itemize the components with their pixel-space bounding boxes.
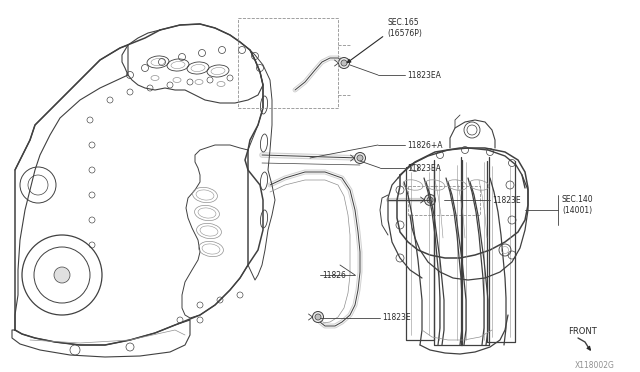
Text: SEC.165
(16576P): SEC.165 (16576P) [387,18,422,38]
Circle shape [54,267,70,283]
Text: 11823EA: 11823EA [407,164,441,173]
Circle shape [339,58,349,68]
Circle shape [427,197,433,203]
Text: 11826: 11826 [322,270,346,279]
Text: 11823E: 11823E [382,314,411,323]
Text: 11823EA: 11823EA [407,71,441,80]
Text: X118002G: X118002G [575,360,615,369]
Text: SEC.140
(14001): SEC.140 (14001) [562,195,594,215]
Circle shape [357,155,363,161]
Circle shape [341,60,347,66]
Circle shape [424,195,435,205]
Text: FRONT: FRONT [568,327,596,337]
Circle shape [312,311,323,323]
Circle shape [355,153,365,164]
Circle shape [315,314,321,320]
Text: 11826+A: 11826+A [407,141,442,150]
Text: 11823E: 11823E [492,196,520,205]
